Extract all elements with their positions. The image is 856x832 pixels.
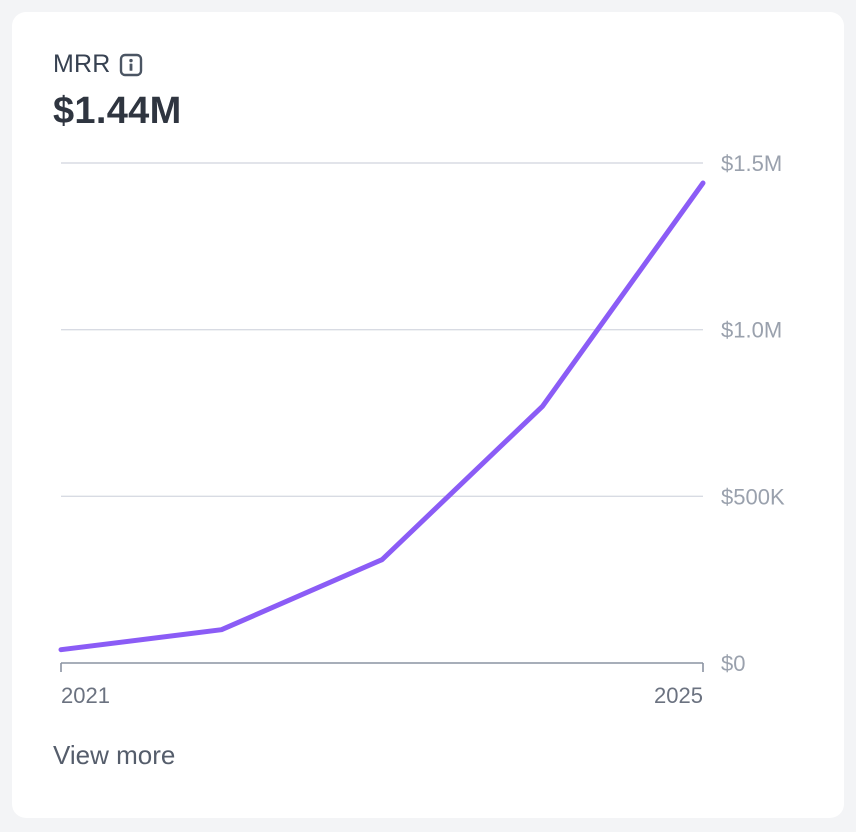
y-tick-label: $1.5M (721, 151, 782, 176)
metric-label: MRR (53, 50, 111, 78)
metric-header: MRR (53, 50, 143, 79)
info-icon[interactable] (119, 53, 143, 77)
view-more-link[interactable]: View more (53, 740, 176, 770)
y-tick-label: $1.0M (721, 318, 782, 343)
y-tick-label: $0 (721, 651, 745, 676)
x-tick-label: 2021 (61, 683, 110, 708)
series-line-mrr (58, 180, 706, 653)
mrr-line-chart: $0 $500K $1.0M $1.5M 2021 2025 (58, 151, 785, 708)
mrr-card: MRR $1.44M $0 $500K $1.0M $1.5M 2021 2025 Vie… (12, 12, 844, 818)
metric-value: $1.44M (53, 90, 182, 132)
x-tick-label: 2025 (654, 683, 703, 708)
y-tick-label: $500K (721, 484, 785, 509)
